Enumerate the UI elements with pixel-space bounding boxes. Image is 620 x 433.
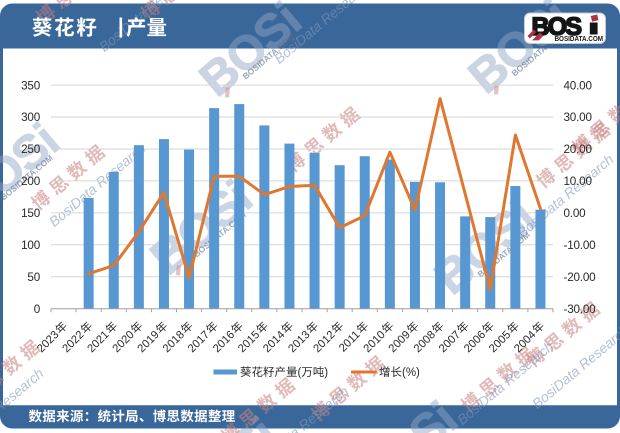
- svg-text:10.00: 10.00: [564, 175, 593, 188]
- svg-text:-30.00: -30.00: [564, 303, 597, 316]
- svg-text:BOSIDATA.COM: BOSIDATA.COM: [555, 36, 604, 43]
- svg-text:20.00: 20.00: [564, 143, 593, 156]
- svg-text:350: 350: [21, 79, 41, 92]
- svg-text:(%): (%): [402, 367, 420, 379]
- svg-text:100: 100: [21, 239, 41, 252]
- svg-text:-20.00: -20.00: [564, 271, 597, 284]
- svg-text:300: 300: [21, 111, 41, 124]
- svg-text:30.00: 30.00: [564, 111, 593, 124]
- svg-text:200: 200: [21, 175, 41, 188]
- svg-text:40.00: 40.00: [564, 79, 593, 92]
- svg-text:150: 150: [21, 207, 41, 220]
- svg-text:(: (: [298, 367, 302, 379]
- svg-text:-10.00: -10.00: [564, 239, 597, 252]
- svg-text:BOS: BOS: [532, 13, 582, 41]
- svg-text:50: 50: [27, 271, 40, 284]
- svg-text:): ): [324, 367, 328, 379]
- svg-text:0.00: 0.00: [564, 207, 587, 220]
- svg-text:250: 250: [21, 143, 41, 156]
- svg-text:0: 0: [34, 303, 41, 316]
